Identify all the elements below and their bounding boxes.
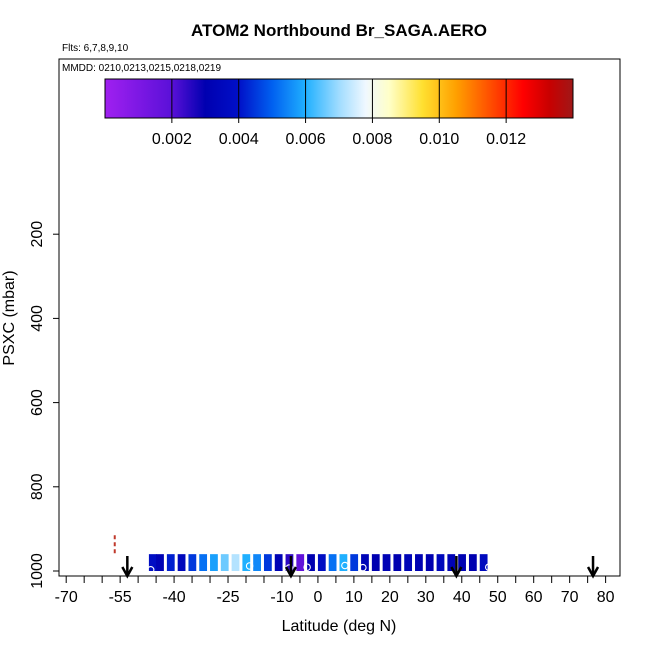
band-cell: [253, 554, 261, 571]
x-tick-label: 30: [417, 589, 435, 606]
band-cell: [307, 554, 315, 571]
flights-label: Flts: 6,7,8,9,10: [62, 43, 129, 54]
x-tick-label: 70: [561, 589, 579, 606]
band-cell: [436, 554, 445, 571]
data-layer: [113, 535, 600, 579]
band-cell: [317, 554, 326, 571]
band-cell: [425, 554, 434, 571]
band-cell: [479, 554, 488, 571]
down-arrow-head: [450, 566, 463, 579]
band-cell: [231, 554, 240, 571]
colorbar-tick-label: 0.010: [419, 131, 459, 148]
colorbar-tick-label: 0.012: [486, 131, 526, 148]
x-axis: -70 -55 -40 -25 -10 0 10 20 30 40 50 60 70 80: [55, 576, 615, 606]
flight-marker: [484, 563, 493, 571]
x-tick-label: -25: [216, 589, 239, 606]
flight-marker: [359, 563, 367, 572]
band-cell: [220, 554, 229, 571]
x-tick-label: -70: [55, 589, 78, 606]
flight-marker: [146, 565, 155, 574]
x-tick-label: 50: [489, 589, 507, 606]
band-cell: [447, 554, 456, 571]
colorbar-tick-label: 0.004: [219, 131, 259, 148]
colorbar-tick-label: 0.006: [286, 131, 326, 148]
plot-frame: [58, 58, 621, 577]
colorbar-tick-label: 0.002: [152, 131, 192, 148]
flight-marker: [245, 562, 254, 570]
colorbar-tick-label: 0.008: [352, 131, 392, 148]
band-cell: [177, 554, 186, 571]
band-cell: [285, 554, 294, 571]
band-cell: [199, 554, 208, 571]
band-cell: [274, 554, 283, 571]
x-tick-label: 20: [381, 589, 399, 606]
x-tick-label: -55: [109, 589, 132, 606]
colorbar: 0.002 0.004 0.006 0.008 0.010 0.012: [104, 78, 574, 148]
band-cell: [156, 554, 164, 571]
band-cell: [393, 554, 402, 571]
band-cell: [415, 554, 423, 571]
x-tick-label: 40: [453, 589, 471, 606]
x-tick-label: -10: [270, 589, 293, 606]
band-cell: [188, 554, 197, 571]
x-tick-label: 10: [345, 589, 363, 606]
band-cell: [296, 554, 305, 571]
colorbar-gradient: [104, 78, 574, 119]
y-tick-label: 400: [29, 305, 46, 332]
down-arrow-head: [586, 566, 600, 579]
band-cell: [263, 554, 272, 571]
chart-title: ATOM2 Northbound Br_SAGA.AERO: [191, 21, 487, 40]
x-tick-label: 80: [597, 589, 615, 606]
band-cell: [361, 554, 369, 571]
down-arrow: [121, 556, 134, 579]
y-tick-label: 800: [29, 473, 46, 500]
x-tick-label: -40: [163, 589, 186, 606]
band-cell: [404, 554, 413, 571]
y-axis: 200 400 600 800 1000: [29, 221, 59, 589]
down-arrow-head: [121, 566, 134, 579]
flight-marker: [341, 561, 349, 570]
dates-label: MMDD: 0210,0213,0215,0218,0219: [62, 63, 221, 74]
y-axis-label: PSXC (mbar): [1, 270, 18, 365]
y-tick-label: 1000: [29, 553, 46, 589]
x-tick-label: 60: [525, 589, 543, 606]
band-cell: [166, 554, 175, 571]
x-axis-label: Latitude (deg N): [282, 618, 397, 635]
band-cell: [328, 554, 337, 571]
band-cell: [382, 554, 391, 571]
band-cell: [210, 554, 218, 571]
y-tick-label: 200: [29, 221, 46, 248]
band-cell: [468, 554, 477, 571]
down-arrow: [284, 556, 298, 579]
down-arrow: [450, 556, 463, 579]
down-arrow-head: [284, 566, 298, 579]
y-tick-label: 600: [29, 389, 46, 416]
x-tick-label: 0: [313, 589, 322, 606]
flight-marker: [303, 563, 311, 571]
band-cell: [242, 554, 251, 571]
band-cell: [458, 554, 466, 571]
band-cell: [371, 554, 380, 571]
down-arrow: [586, 556, 600, 579]
band-cell: [350, 554, 359, 571]
band-cell: [148, 554, 157, 571]
